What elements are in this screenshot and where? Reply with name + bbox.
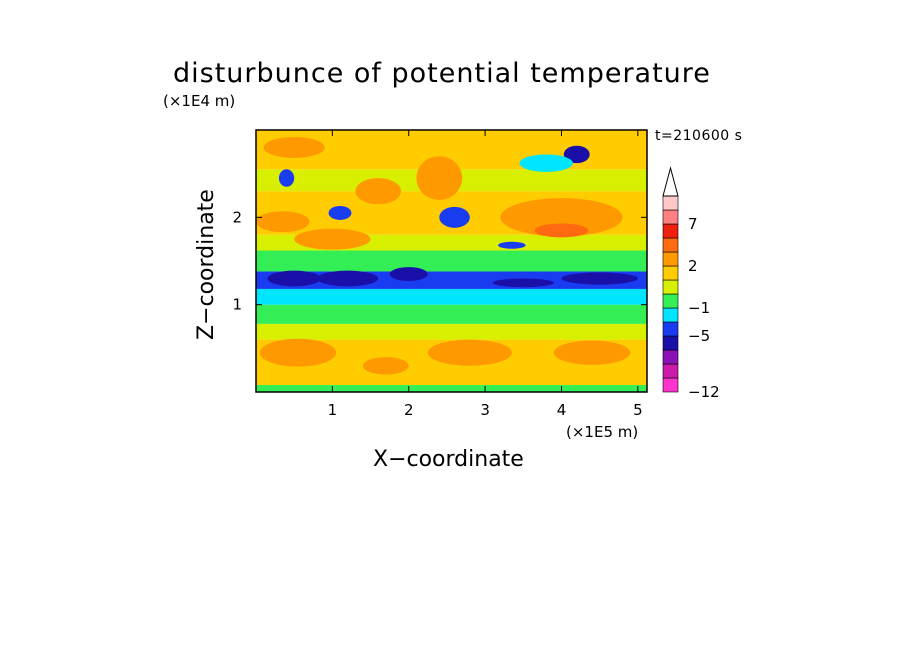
y-axis-unit: (×1E4 m) xyxy=(163,92,236,110)
colorbar-label-3: 2 xyxy=(688,257,698,275)
contour-feature-9 xyxy=(256,211,310,233)
contour-feature-18 xyxy=(263,136,325,158)
colorbar-label-2: −1 xyxy=(688,299,710,317)
contour-feature-5 xyxy=(317,270,379,287)
contour-feature-8 xyxy=(492,278,554,288)
contour-band-0 xyxy=(256,385,647,392)
colorbar-swatch-13 xyxy=(662,195,679,211)
x-tick-label-1: 2 xyxy=(404,401,414,419)
contour-feature-7 xyxy=(561,272,638,285)
contour-feature-11 xyxy=(500,198,623,237)
contour-feature-14 xyxy=(278,169,295,187)
x-axis-unit: (×1E5 m) xyxy=(566,423,639,441)
contour-feature-12 xyxy=(534,223,589,238)
time-label: t=210600 s xyxy=(655,128,743,144)
contour-band-3 xyxy=(256,304,647,324)
contour-feature-2 xyxy=(553,340,631,365)
contour-feature-17 xyxy=(519,154,573,172)
colorbar-swatch-8 xyxy=(662,265,679,281)
contour-feature-21 xyxy=(439,206,470,228)
contour-band-4 xyxy=(256,288,647,305)
contour-feature-1 xyxy=(427,339,512,366)
contour-feature-15 xyxy=(498,241,526,249)
colorbar-extend-arrow xyxy=(662,166,679,197)
contour-feature-0 xyxy=(259,338,337,367)
colorbar-swatch-9 xyxy=(662,251,679,267)
plot-area xyxy=(256,130,647,392)
colorbar-swatch-2 xyxy=(662,349,679,365)
contour-feature-20 xyxy=(355,178,402,205)
x-tick-label-2: 3 xyxy=(480,401,490,419)
contour-feature-16 xyxy=(563,145,590,164)
contour-band-6 xyxy=(256,250,647,272)
colorbar-label-1: −5 xyxy=(688,327,710,345)
colorbar-label-0: −12 xyxy=(688,383,720,401)
y-tick-label-1: 2 xyxy=(232,208,242,226)
y-axis: 12 xyxy=(232,208,647,314)
colorbar-label-4: 7 xyxy=(688,215,698,233)
x-tick-label-0: 1 xyxy=(328,401,338,419)
plot-frame xyxy=(255,129,648,393)
colorbar-swatch-10 xyxy=(662,237,679,253)
colorbar-swatch-11 xyxy=(662,223,679,239)
colorbar: −12−5−127 xyxy=(662,166,720,401)
contour-feature-6 xyxy=(389,267,428,282)
contour-feature-4 xyxy=(267,270,321,287)
x-axis: 1 2 3 4 5 xyxy=(328,130,643,419)
chart-title: disturbunce of potential temperature xyxy=(173,58,711,89)
colorbar-swatch-4 xyxy=(662,321,679,337)
colorbar-swatch-12 xyxy=(662,209,679,225)
x-tick-label-3: 4 xyxy=(557,401,567,419)
x-tick-label-4: 5 xyxy=(633,401,643,419)
colorbar-swatch-1 xyxy=(662,363,679,379)
colorbar-swatch-3 xyxy=(662,335,679,351)
contour-feature-19 xyxy=(416,156,463,200)
colorbar-swatch-7 xyxy=(662,279,679,295)
colorbar-swatch-0 xyxy=(662,377,679,393)
y-tick-label-0: 1 xyxy=(232,296,242,314)
contour-feature-3 xyxy=(362,357,409,375)
colorbar-swatch-6 xyxy=(662,293,679,309)
contour-feature-10 xyxy=(294,228,371,250)
contour-feature-13 xyxy=(328,205,352,220)
contour-band-2 xyxy=(256,323,647,340)
x-axis-label: X−coordinate xyxy=(373,447,524,472)
colorbar-swatch-5 xyxy=(662,307,679,323)
